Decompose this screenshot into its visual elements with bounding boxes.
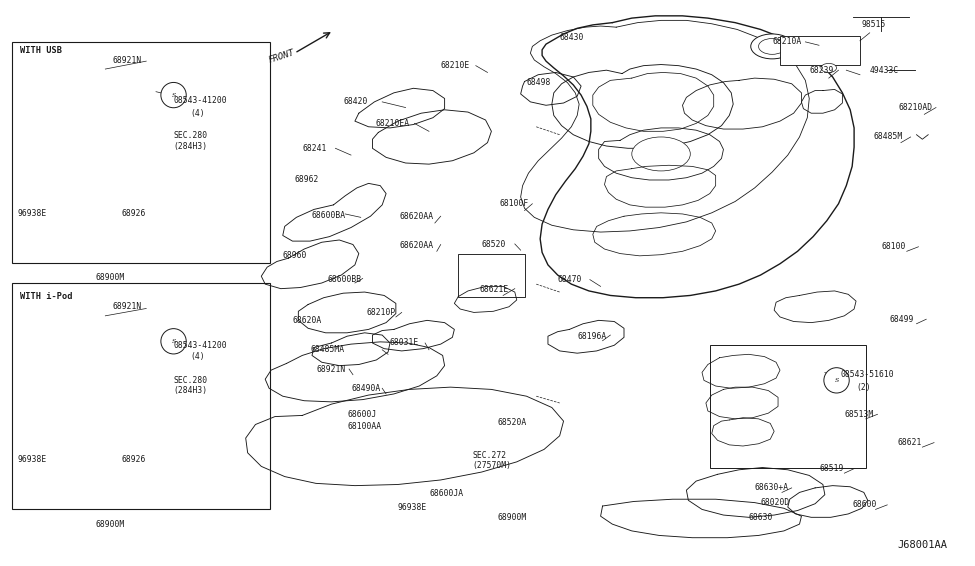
Text: 68962: 68962 (294, 175, 319, 185)
Text: 68921N: 68921N (112, 302, 141, 311)
Text: 68900M: 68900M (497, 513, 526, 522)
Text: J68001AA: J68001AA (898, 540, 948, 550)
Text: 08543-41200: 08543-41200 (174, 96, 227, 105)
Text: 68210P: 68210P (367, 308, 396, 317)
Text: WITH USB: WITH USB (20, 46, 61, 55)
Ellipse shape (161, 83, 186, 108)
Text: 68600J: 68600J (347, 410, 376, 419)
Text: 68490A: 68490A (351, 384, 380, 393)
Bar (710, 345, 866, 468)
Text: (284H3): (284H3) (174, 142, 208, 151)
Text: 68926: 68926 (122, 209, 146, 218)
Bar (12, 42, 270, 263)
Text: 96938E: 96938E (18, 455, 47, 464)
Text: (284H3): (284H3) (174, 386, 208, 395)
Text: 68630+A: 68630+A (755, 483, 789, 492)
Text: 68520: 68520 (482, 240, 506, 249)
Text: 68100AA: 68100AA (347, 422, 381, 431)
Text: 68600BA: 68600BA (312, 211, 346, 220)
Ellipse shape (161, 329, 186, 354)
Circle shape (759, 38, 786, 54)
Text: 68921N: 68921N (317, 365, 346, 374)
Text: 68620AA: 68620AA (400, 212, 434, 221)
Text: 68420: 68420 (343, 97, 368, 106)
Text: 68100F: 68100F (499, 199, 528, 208)
Text: 68499: 68499 (889, 315, 914, 324)
Text: 68620A: 68620A (292, 316, 322, 325)
Text: 08543-51610: 08543-51610 (840, 370, 894, 379)
Text: 68960: 68960 (283, 251, 307, 260)
Text: 68900M: 68900M (96, 520, 125, 529)
Text: 68498: 68498 (526, 78, 551, 87)
Text: 68239: 68239 (809, 66, 834, 75)
Text: 96938E: 96938E (18, 209, 47, 218)
Circle shape (751, 34, 794, 59)
Text: 68600BB: 68600BB (328, 275, 362, 284)
Text: 68621E: 68621E (480, 285, 509, 294)
Text: 98515: 98515 (862, 20, 886, 29)
Text: S: S (835, 378, 838, 383)
Text: 08543-41200: 08543-41200 (174, 341, 227, 350)
Text: 68100: 68100 (881, 242, 906, 251)
Text: 96938E: 96938E (398, 503, 427, 512)
Ellipse shape (824, 368, 849, 393)
Text: S: S (172, 93, 176, 97)
Text: 68926: 68926 (122, 455, 146, 464)
Text: (4): (4) (190, 352, 205, 361)
Text: WITH i-Pod: WITH i-Pod (20, 292, 72, 301)
Text: FRONT: FRONT (267, 48, 295, 65)
Text: 68485M: 68485M (874, 132, 903, 142)
Text: (4): (4) (190, 109, 205, 118)
Text: SEC.272: SEC.272 (473, 451, 507, 460)
Text: 68241: 68241 (302, 144, 327, 153)
Text: 68210A: 68210A (772, 37, 801, 46)
Text: 68921N: 68921N (112, 56, 141, 65)
Text: 68620AA: 68620AA (400, 241, 434, 250)
Text: 68210E: 68210E (441, 61, 470, 70)
Text: 68621: 68621 (897, 438, 921, 447)
Text: SEC.280: SEC.280 (174, 376, 208, 385)
Text: SEC.280: SEC.280 (174, 131, 208, 140)
Text: S: S (172, 339, 176, 344)
Circle shape (632, 137, 690, 171)
Text: 68600: 68600 (852, 500, 877, 509)
Text: 68031E: 68031E (390, 338, 419, 348)
Text: 68196A: 68196A (577, 332, 606, 341)
Text: 68600JA: 68600JA (429, 489, 463, 498)
Text: (27570M): (27570M) (473, 461, 512, 470)
Bar (780, 36, 860, 65)
Text: 68900M: 68900M (96, 273, 125, 282)
Text: 68520A: 68520A (497, 418, 526, 427)
Text: 49433C: 49433C (870, 66, 899, 75)
Text: 68210AD: 68210AD (899, 103, 933, 112)
Text: 68020D: 68020D (760, 498, 790, 507)
Bar (458, 254, 525, 297)
Text: 68210EA: 68210EA (375, 119, 410, 128)
Text: 68470: 68470 (558, 275, 582, 284)
Text: 68519: 68519 (819, 464, 843, 473)
Text: 68485MA: 68485MA (310, 345, 344, 354)
Circle shape (821, 63, 837, 72)
Text: 68513M: 68513M (844, 410, 874, 419)
Text: 68630: 68630 (749, 513, 773, 522)
Text: (2): (2) (856, 383, 871, 392)
Bar (12, 283, 270, 509)
Text: 68430: 68430 (560, 33, 584, 42)
